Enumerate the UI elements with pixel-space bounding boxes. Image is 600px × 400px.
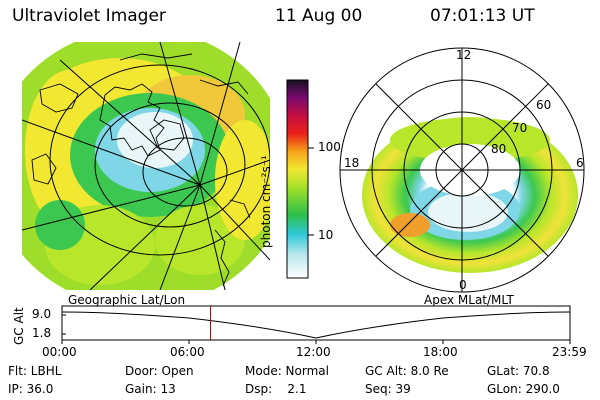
colorbar-unit-label: photon cm⁻²s⁻¹ <box>259 155 273 248</box>
mlat-label-70: 70 <box>512 121 528 135</box>
colorbar-tick-10: 10 <box>318 228 334 242</box>
current-time-marker <box>210 306 211 340</box>
mlt-label-6: 6 <box>576 156 584 170</box>
polar-caption: Apex MLat/MLT <box>424 293 514 307</box>
mlt-label-18: 18 <box>344 156 360 170</box>
colorbar-tick-100: 100 <box>318 140 341 154</box>
timeline-xtick-0000: 00:00 <box>42 345 77 359</box>
timeline-xtick-1800: 18:00 <box>423 345 458 359</box>
timeline-xtick-1200: 12:00 <box>296 345 331 359</box>
mlat-label-80: 80 <box>491 142 507 156</box>
timeline-xtick-0600: 06:00 <box>170 345 205 359</box>
info-mode: Mode: Normal <box>245 364 329 378</box>
info-glon: GLon: 290.0 <box>487 382 560 396</box>
timeline-ylabel: GC Alt <box>12 307 26 345</box>
mlt-label-12: 12 <box>456 48 472 62</box>
info-seq: Seq: 39 <box>365 382 411 396</box>
polar-image <box>339 47 585 293</box>
mlt-label-0: 0 <box>459 278 467 292</box>
info-door: Door: Open <box>125 364 194 378</box>
timeline-ytick-1-8: 1.8 <box>32 326 52 340</box>
timeline-plot <box>61 305 571 344</box>
geographic-image <box>22 42 270 290</box>
info-gc-altitude: GC Alt: 8.0 Re <box>365 364 449 378</box>
info-gain: Gain: 13 <box>125 382 176 396</box>
colorbar <box>286 79 314 279</box>
info-filter: Flt: LBHL <box>8 364 62 378</box>
info-dsp: Dsp: 2.1 <box>245 382 307 396</box>
date-label: 11 Aug 00 <box>275 6 363 26</box>
timeline-xtick-2359: 23:59 <box>552 345 587 359</box>
geo-caption: Geographic Lat/Lon <box>68 293 186 307</box>
info-glat: GLat: 70.8 <box>487 364 550 378</box>
info-ip: IP: 36.0 <box>8 382 54 396</box>
instrument-title: Ultraviolet Imager <box>12 6 166 26</box>
timeline-ytick-9: 9.0 <box>32 307 52 321</box>
mlat-label-60: 60 <box>536 98 552 112</box>
time-label: 07:01:13 UT <box>430 6 535 26</box>
